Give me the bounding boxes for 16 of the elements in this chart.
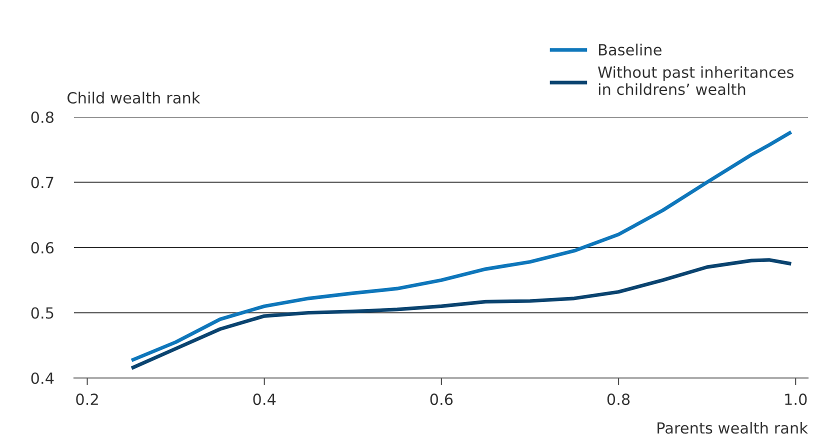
line-series xyxy=(130,130,793,362)
y-tick-label: 0.5 xyxy=(31,307,54,319)
x-tick-label: 0.8 xyxy=(607,394,630,406)
legend-label: Baseline xyxy=(599,44,662,56)
x-tick-label: 0.4 xyxy=(253,394,276,406)
y-tick-label: 0.8 xyxy=(31,111,54,124)
y-axis-title: Child wealth rank xyxy=(68,92,200,104)
x-tick-label: 1.0 xyxy=(785,394,807,406)
x-axis-title: Parents wealth rank xyxy=(658,422,808,434)
line-series xyxy=(130,258,793,370)
x-tick-label: 0.6 xyxy=(430,394,453,406)
x-tick-label: 0.2 xyxy=(76,394,98,406)
y-tick-label: 0.7 xyxy=(31,176,54,188)
legend-label: Without past inheritances in childrens’ wealth xyxy=(598,66,794,96)
y-tick-label: 0.6 xyxy=(31,242,54,254)
y-tick-label: 0.4 xyxy=(31,372,54,384)
